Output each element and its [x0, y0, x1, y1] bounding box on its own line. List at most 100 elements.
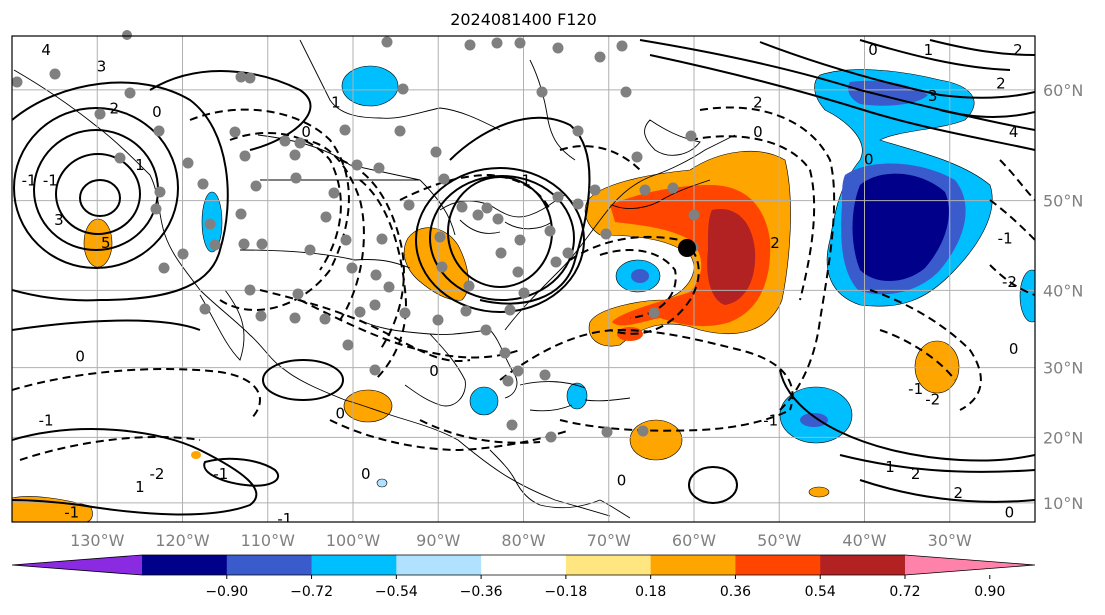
station-markers — [11, 30, 700, 443]
lon-tick-label: 120°W — [155, 531, 210, 550]
contour-label: 2 — [753, 93, 763, 111]
contour-label: -2 — [1002, 273, 1017, 291]
cold-anomaly-tiny — [376, 478, 388, 488]
colorbar-bin — [311, 555, 397, 575]
map-frame — [11, 35, 1036, 523]
cold-anomaly-east-edge — [1019, 269, 1035, 323]
lon-tick-label: 40°W — [842, 531, 886, 550]
contour-label: 3 — [928, 87, 938, 105]
cyclone-center-marker — [678, 239, 696, 257]
lon-tick-label: 70°W — [587, 531, 631, 550]
contour-label: 0 — [868, 41, 878, 59]
contour-label: 2 — [110, 99, 120, 117]
colorbar-bin — [565, 555, 652, 575]
lon-tick-label: 100°W — [326, 531, 381, 550]
contour-label: 0 — [152, 103, 162, 121]
contour-label: -1 — [763, 411, 778, 429]
contour-east-3 — [859, 479, 1035, 503]
contour-atlantic-2 — [759, 41, 1035, 99]
lat-tick-label: 60°N — [1043, 81, 1083, 100]
lon-tick-label: 60°W — [672, 531, 716, 550]
contour-pacific-5 — [79, 179, 121, 217]
contour-label: 0 — [335, 405, 345, 423]
contour-label: -2 — [149, 465, 164, 483]
longitude-tick-labels: 130°W 120°W 110°W 100°W 90°W 80°W 70°W 60°W 50°W… — [70, 531, 972, 550]
contour-label: 1 — [135, 478, 145, 496]
contour-pacific-4 — [55, 153, 141, 235]
warm-anomaly-caribbean — [629, 419, 683, 461]
colorbar-bin — [650, 555, 736, 575]
contour-label: 0 — [1009, 340, 1019, 358]
contour-label: 0 — [75, 348, 85, 366]
coastlines — [13, 39, 736, 519]
contour-lakes-3 — [415, 167, 585, 313]
contour-label: -1 — [213, 465, 228, 483]
colorbar-tick-label: −0.36 — [460, 584, 503, 600]
colorbar-tick-label: −0.18 — [544, 584, 587, 600]
contour-label: 0 — [1005, 503, 1015, 521]
lat-tick-label: 20°N — [1043, 428, 1083, 447]
contour-label: 0 — [753, 123, 763, 141]
contour-label: -1 — [22, 172, 37, 190]
lat-tick-label: 10°N — [1043, 494, 1083, 513]
cold-anomaly-atlantic-inner — [631, 269, 649, 283]
contour-label: -1 — [39, 411, 54, 429]
contour-label: 1 — [924, 41, 934, 59]
contour-pacific-south — [12, 428, 258, 516]
contour-label: 5 — [101, 234, 111, 252]
contour-east-1 — [779, 369, 1035, 462]
contour-label: 4 — [1009, 123, 1019, 141]
contour-label: -1 — [908, 380, 923, 398]
colorbar-bin — [481, 555, 567, 575]
contour-label: -2 — [925, 391, 940, 409]
colorbar-tick-label: −0.90 — [205, 584, 248, 600]
contour-atlantic-3 — [859, 39, 1011, 71]
contour-caribbean-high — [688, 466, 738, 504]
lon-tick-label: 80°W — [501, 531, 545, 550]
contour-label: 2 — [954, 484, 964, 502]
cold-anomaly-subtropical-core — [800, 413, 828, 427]
contour-label: 0 — [617, 471, 627, 489]
colorbar-tick-label: 0.36 — [720, 584, 751, 600]
colorbar-bin — [142, 555, 228, 575]
lat-tick-label: 40°N — [1043, 281, 1083, 300]
cold-anomaly-hispaniola — [566, 382, 588, 410]
contour-label: 0 — [864, 151, 874, 169]
colorbar-tick-label: −0.54 — [375, 584, 418, 600]
warm-anomaly-mexico — [343, 389, 393, 423]
colorbar: −0.90 −0.72 −0.54 −0.36 −0.18 0.18 0.36 0.54 0.7… — [11, 554, 1036, 600]
lat-tick-label: 50°N — [1043, 192, 1083, 211]
contour-atlantic-5 — [939, 109, 1035, 118]
lon-tick-label: 110°W — [241, 531, 296, 550]
lat-tick-label: 30°N — [1043, 359, 1083, 378]
contour-label: -1 — [516, 172, 531, 190]
contour-mexico-high — [262, 359, 344, 401]
colorbar-extend-high — [905, 555, 1035, 575]
contour-label: -1 — [64, 503, 79, 521]
lon-tick-label: 30°W — [928, 531, 972, 550]
colorbar-bin — [396, 555, 482, 575]
cold-anomaly-hudson — [341, 65, 399, 107]
colorbar-tick-label: 0.72 — [889, 584, 920, 600]
contour-label: 0 — [301, 123, 311, 141]
contour-label: 2 — [996, 75, 1006, 93]
contour-label: 1 — [135, 156, 145, 174]
cold-anomaly-yucatan — [469, 386, 499, 416]
graticule — [12, 36, 1035, 522]
contour-pacific-1 — [12, 81, 229, 302]
contour-label: -1 — [43, 172, 58, 190]
warm-anomaly-tiny-1 — [191, 451, 201, 459]
contour-label: 2 — [1013, 41, 1023, 59]
warm-anomaly-peak — [707, 209, 756, 305]
lon-tick-label: 90°W — [416, 531, 460, 550]
lon-tick-label: 130°W — [70, 531, 125, 550]
map-title: 2024081400 F120 — [450, 10, 597, 29]
contour-label: 1 — [331, 93, 341, 111]
contour-lakes-4 — [449, 116, 591, 305]
latitude-tick-labels: 60°N 50°N 40°N 30°N 20°N 10°N — [1043, 81, 1083, 513]
contour-lines-dashed — [12, 106, 1035, 461]
contour-label: 3 — [54, 211, 64, 229]
contour-atlantic-0 — [639, 39, 1035, 131]
